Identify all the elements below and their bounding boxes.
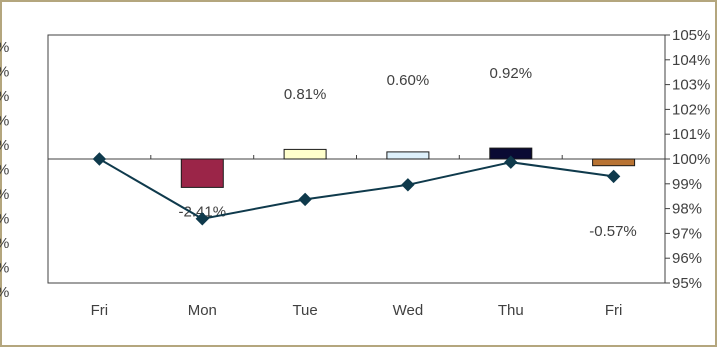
- line-path: [98, 158, 614, 220]
- bar-label-5: 0.92%: [490, 65, 533, 82]
- bar-series: [180, 147, 636, 188]
- right-tick-label: 97%: [672, 225, 702, 242]
- bar-2: [180, 158, 224, 188]
- bar-data-labels: -2.41%0.81%0.60% 0.92%-0.57%: [179, 65, 637, 240]
- line-point-3: [298, 192, 312, 207]
- line-point-5: [504, 155, 518, 169]
- left-tick-label: %: [0, 162, 9, 179]
- right-tick-label: 103%: [672, 77, 710, 94]
- left-tick-label: %: [0, 211, 9, 228]
- left-tick-label: %: [0, 39, 9, 56]
- bar-label-4: 0.60%: [387, 72, 430, 89]
- line-point-1: [92, 152, 107, 166]
- right-tick-label: 105%: [672, 27, 710, 44]
- bar-6: [592, 158, 636, 167]
- bar-label-6: -0.57%: [589, 223, 637, 240]
- right-tick-label: 101%: [672, 126, 710, 143]
- left-tick-label: %: [0, 284, 9, 301]
- right-tick-label: 99%: [672, 176, 702, 193]
- category-label: Fri: [91, 302, 109, 319]
- category-label: Tue: [292, 302, 317, 319]
- left-tick-label: %: [0, 260, 9, 277]
- category-label: Thu: [498, 302, 524, 319]
- left-tick-label: %: [0, 64, 9, 81]
- category-axis: Fri Mon Tue Wed Thu Fri: [47, 155, 666, 319]
- line-point-2: [195, 212, 210, 226]
- line-point-6: [606, 169, 621, 184]
- right-tick-label: 100%: [672, 151, 710, 168]
- bar-4: [386, 151, 430, 160]
- right-tick-label: 98%: [672, 201, 702, 218]
- right-tick-label: 102%: [672, 101, 710, 118]
- left-tick-label: %: [0, 113, 9, 130]
- bar-3: [283, 148, 327, 160]
- left-tick-label: %: [0, 235, 9, 252]
- right-axis: 105% 104% 103% 102% 101% 100% 99% 98% 97% 96% 95%: [665, 27, 710, 292]
- left-tick-label: %: [0, 186, 9, 203]
- category-label: Mon: [188, 302, 217, 319]
- category-label: Wed: [393, 302, 424, 319]
- line-series: [92, 152, 621, 226]
- right-tick-label: 96%: [672, 250, 702, 267]
- left-axis: %%%%%%%%%%%: [0, 39, 9, 301]
- bar-label-3: 0.81%: [284, 86, 327, 103]
- category-label: Fri: [605, 302, 623, 319]
- right-tick-label: 104%: [672, 52, 710, 69]
- right-tick-label: 95%: [672, 275, 702, 292]
- left-tick-label: %: [0, 88, 9, 105]
- left-tick-label: %: [0, 137, 9, 154]
- line-point-4: [401, 178, 415, 192]
